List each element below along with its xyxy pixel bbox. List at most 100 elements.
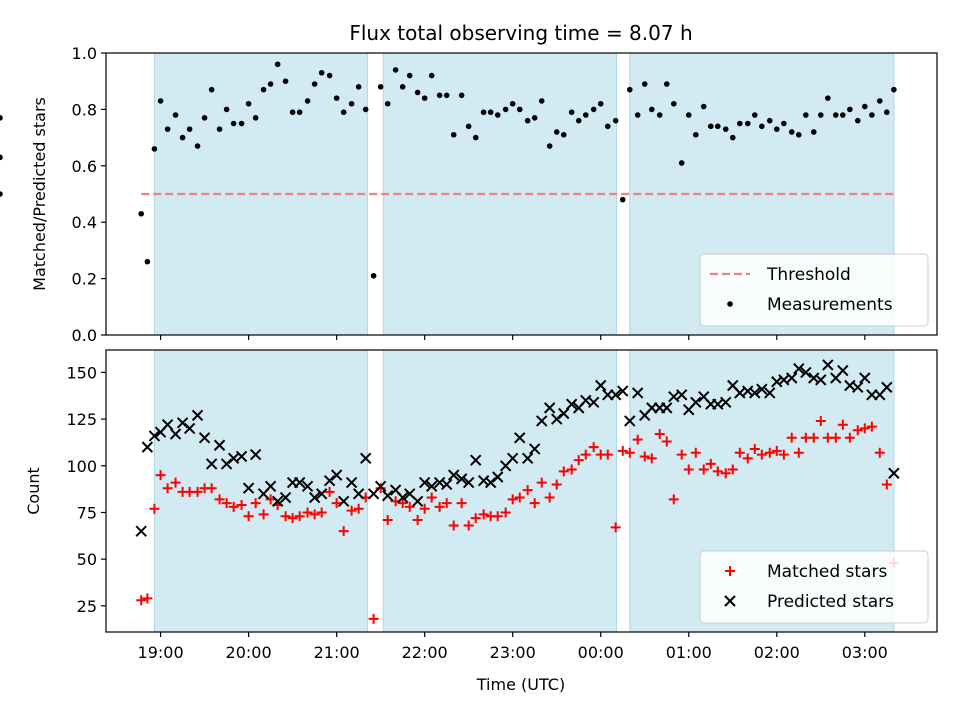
measurement-point xyxy=(626,86,633,93)
count-axes-frame xyxy=(105,349,938,633)
measurement-point xyxy=(751,112,758,118)
measurement-point xyxy=(450,131,457,138)
predicted-star-point xyxy=(264,480,277,493)
ratio-y-tick-label: 0.4 xyxy=(72,213,97,232)
legend-label: Threshold xyxy=(766,265,851,285)
matched-star-point xyxy=(492,511,503,522)
measurement-point xyxy=(384,100,391,107)
measurement-point xyxy=(685,112,692,118)
predicted-star-point xyxy=(492,471,504,483)
predicted-star-point xyxy=(433,476,446,489)
measurement-point xyxy=(267,81,274,87)
matched-star-point xyxy=(683,464,694,475)
matched-star-point xyxy=(859,423,870,434)
matched-star-point xyxy=(720,468,731,479)
measurement-point xyxy=(641,81,648,87)
ratio-y-axis-label: Matched/Predicted stars xyxy=(30,97,49,291)
predicted-star-point xyxy=(141,441,154,453)
measurement-point xyxy=(795,131,802,138)
matched-star-point xyxy=(522,485,533,496)
predicted-star-point xyxy=(822,359,834,371)
measurement-point xyxy=(260,86,267,93)
measurement-point xyxy=(840,112,846,118)
matched-star-point xyxy=(287,513,298,524)
ratio-axes-frame xyxy=(105,52,938,336)
matched-star-point xyxy=(228,501,239,512)
measurement-point xyxy=(884,109,890,116)
measurement-point xyxy=(487,109,494,116)
measurement-point xyxy=(619,196,626,203)
legend-predicted-swatch xyxy=(724,595,736,607)
measurement-point xyxy=(144,258,151,265)
predicted-star-point xyxy=(169,428,182,440)
measurement-point xyxy=(333,95,340,101)
matched-star-point xyxy=(214,494,225,505)
matched-star-point xyxy=(280,511,291,522)
matched-star-point xyxy=(507,494,518,505)
matched-star-point xyxy=(500,507,511,518)
measurement-point xyxy=(0,115,3,121)
predicted-star-point xyxy=(551,413,563,425)
measurement-point xyxy=(788,129,795,135)
measurement-point xyxy=(164,126,171,132)
matched-star-point xyxy=(734,447,745,458)
measurement-point xyxy=(692,131,699,138)
matched-star-point xyxy=(646,453,657,464)
matched-star-point xyxy=(837,419,848,430)
matched-star-point xyxy=(712,466,723,477)
predicted-star-point xyxy=(771,376,783,388)
count-y-tick-label: 125 xyxy=(66,410,97,429)
predicted-star-point xyxy=(742,385,754,397)
measurement-point xyxy=(715,123,721,130)
measurement-point xyxy=(869,112,875,118)
measurement-point xyxy=(722,126,729,132)
predicted-star-point xyxy=(293,476,306,489)
predicted-star-point xyxy=(617,385,629,397)
measurement-point xyxy=(803,112,809,118)
measurement-point xyxy=(524,117,531,124)
matched-star-point xyxy=(331,498,342,509)
matched-star-point xyxy=(236,500,247,511)
measurement-point xyxy=(825,95,831,101)
x-tick-label: 00:00 xyxy=(578,643,624,662)
measurement-point xyxy=(862,103,868,110)
ratio-y-tick-label: 0.6 xyxy=(72,157,97,176)
predicted-star-point xyxy=(815,374,827,386)
matched-star-point xyxy=(456,498,467,509)
predicted-star-point xyxy=(690,396,702,408)
matched-star-point xyxy=(727,464,738,475)
predicted-star-point xyxy=(161,418,174,431)
measurement-point xyxy=(362,106,369,113)
matched-star-point xyxy=(566,464,577,475)
predicted-star-point xyxy=(477,475,490,487)
predicted-star-point xyxy=(337,495,350,507)
measurement-point xyxy=(766,117,773,124)
matched-star-point xyxy=(815,415,826,426)
matched-star-point xyxy=(136,595,147,606)
matched-star-point xyxy=(756,449,767,460)
measurement-point xyxy=(194,143,201,149)
matched-star-point xyxy=(382,514,393,525)
matched-star-point xyxy=(602,449,613,460)
predicted-star-point xyxy=(631,387,644,399)
predicted-star-point xyxy=(528,443,541,455)
legend-label: Measurements xyxy=(767,295,893,315)
measurement-point xyxy=(274,61,281,68)
measurement-point xyxy=(516,106,523,113)
predicted-star-point xyxy=(793,362,805,375)
predicted-star-point xyxy=(418,476,431,489)
measurement-point xyxy=(472,134,479,141)
measurement-point xyxy=(604,123,611,130)
measurement-point xyxy=(531,115,538,121)
matched-star-point xyxy=(441,498,452,509)
predicted-star-point xyxy=(183,422,196,435)
matched-star-point xyxy=(881,479,892,490)
measurement-point xyxy=(700,103,707,110)
measurement-point xyxy=(348,100,355,107)
predicted-star-point xyxy=(359,452,372,465)
count-y-axis-label: Count xyxy=(24,467,43,515)
measurement-point xyxy=(186,126,193,132)
matched-star-point xyxy=(155,470,166,481)
measurement-point xyxy=(238,120,245,127)
predicted-star-point xyxy=(374,480,387,493)
